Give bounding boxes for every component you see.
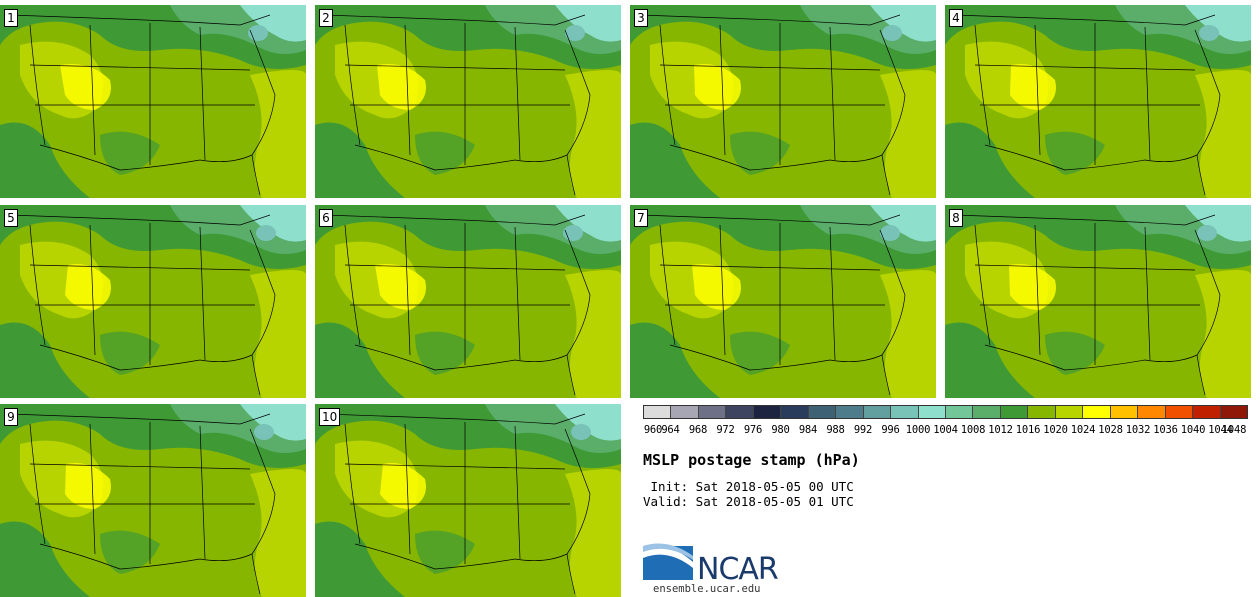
colorbar-tick-label: 980 — [771, 424, 790, 436]
colorbar-tick-label: 1032 — [1125, 424, 1151, 436]
colorbar-tick-label: 1028 — [1098, 424, 1123, 436]
colorbar-tick-label: 1000 — [905, 424, 931, 436]
colorbar-swatch — [1000, 406, 1029, 418]
colorbar-swatch — [753, 406, 782, 418]
colorbar-tick-label: 996 — [881, 424, 900, 436]
colorbar-tick-label: 976 — [743, 424, 763, 436]
stamp-member-label: 2 — [319, 9, 333, 27]
colorbar-swatch — [973, 406, 1001, 418]
colorbar-tick-label: 964 — [661, 424, 680, 436]
postage-stamp-map: 1 — [0, 5, 306, 198]
colorbar-tick-label: 1044 — [1208, 424, 1233, 436]
colorbar-swatch — [1220, 406, 1247, 418]
colorbar-swatch — [891, 406, 919, 418]
stamp-member-label: 3 — [634, 9, 648, 27]
colorbar-tick-label: 968 — [688, 424, 708, 436]
colorbar — [643, 405, 1248, 419]
colorbar-tick-label: 1048 — [1221, 424, 1247, 436]
postage-stamp-map: 3 — [630, 5, 936, 198]
colorbar-tick-label: 1012 — [988, 424, 1013, 436]
stamp-member-label: 7 — [634, 209, 648, 227]
colorbar-tick-label: 1024 — [1070, 424, 1096, 436]
plot-title: MSLP postage stamp (hPa) — [643, 451, 860, 469]
postage-stamp-map: 9 — [0, 404, 306, 597]
postage-stamp-map: 4 — [945, 5, 1251, 198]
stamp-member-label: 6 — [319, 209, 333, 227]
colorbar-swatch — [945, 406, 974, 418]
colorbar-tick-label: 992 — [853, 424, 873, 436]
colorbar-swatch — [1165, 406, 1194, 418]
colorbar-tick-label: 1020 — [1043, 424, 1068, 436]
colorbar-swatch — [1193, 406, 1221, 418]
colorbar-tick-label: 1004 — [933, 424, 958, 436]
stamp-member-label: 10 — [319, 408, 341, 426]
colorbar-tick-label: 988 — [826, 424, 845, 436]
stamp-member-label: 8 — [949, 209, 963, 227]
colorbar-tick-label: 1040 — [1180, 424, 1206, 436]
postage-stamp-map: 10 — [315, 404, 621, 597]
colorbar-swatch — [1083, 406, 1111, 418]
colorbar-swatch — [726, 406, 754, 418]
colorbar-tick-label: 1036 — [1153, 424, 1178, 436]
colorbar-ticks: 960 964 968 972 976 980 984 988 992 996 1000 1004 10… — [643, 424, 1248, 438]
colorbar-swatch — [644, 406, 672, 418]
postage-stamp-map: 5 — [0, 205, 306, 398]
colorbar-swatch — [781, 406, 809, 418]
postage-stamp-map: 7 — [630, 205, 936, 398]
init-time: Init: Sat 2018-05-05 00 UTC — [643, 479, 854, 494]
valid-time: Valid: Sat 2018-05-05 01 UTC — [643, 494, 854, 509]
stamp-member-label: 9 — [4, 408, 18, 426]
colorbar-tick-label: 1008 — [960, 424, 986, 436]
postage-stamp-map: 2 — [315, 5, 621, 198]
colorbar-swatch — [1055, 406, 1084, 418]
colorbar-tick-label: 1016 — [1015, 424, 1041, 436]
postage-stamp-map: 6 — [315, 205, 621, 398]
stamp-member-label: 1 — [4, 9, 18, 27]
colorbar-swatch — [918, 406, 946, 418]
colorbar-tick-label: 984 — [798, 424, 818, 436]
colorbar-swatch — [1110, 406, 1139, 418]
colorbar-swatch — [671, 406, 699, 418]
colorbar-swatch — [808, 406, 837, 418]
postage-stamp-map: 8 — [945, 205, 1251, 398]
colorbar-tick-label: 972 — [716, 424, 735, 436]
ncar-logo-icon — [643, 543, 693, 580]
ncar-logo-text: NCAR — [697, 552, 779, 587]
colorbar-swatch — [1138, 406, 1166, 418]
colorbar-swatch — [836, 406, 864, 418]
colorbar-tick-label: 960 — [643, 424, 663, 436]
stamp-member-label: 4 — [949, 9, 963, 27]
stamp-member-label: 5 — [4, 209, 18, 227]
colorbar-swatch — [698, 406, 727, 418]
site-url: ensemble.ucar.edu — [653, 583, 761, 595]
colorbar-swatch — [863, 406, 892, 418]
colorbar-swatch — [1028, 406, 1056, 418]
